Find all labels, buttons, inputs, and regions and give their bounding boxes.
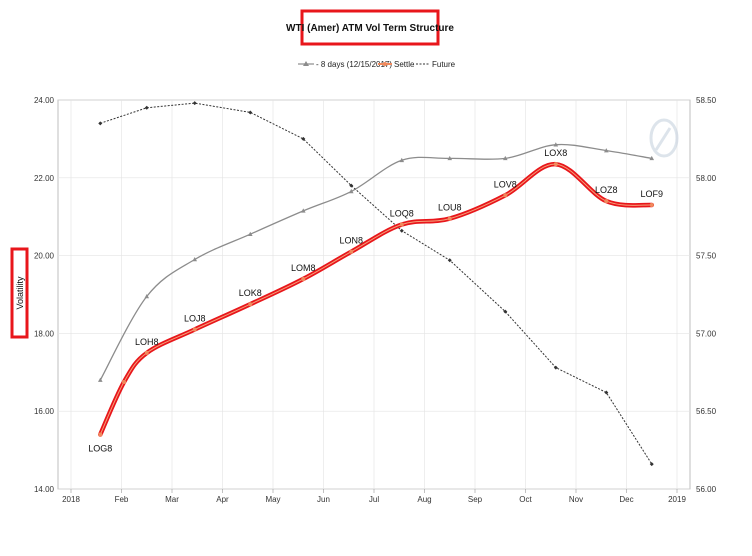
contract-label: LOJ8 — [184, 314, 206, 324]
future-point — [248, 110, 253, 115]
future-point — [301, 136, 306, 141]
prior-vol-point — [399, 157, 405, 163]
settle-point — [399, 222, 404, 227]
settle-point — [98, 432, 103, 437]
contract-label: LOV8 — [494, 179, 517, 189]
prior-vol-point — [447, 155, 453, 161]
settle-point — [349, 249, 354, 254]
contract-label: LOG8 — [88, 444, 112, 454]
prior-vol-point — [503, 155, 508, 161]
prior-vol-point — [144, 293, 150, 299]
y2-tick-label: 58.00 — [696, 174, 717, 183]
chart-title: WTI (Amer) ATM Vol Term Structure — [286, 23, 454, 34]
settle-point — [144, 350, 149, 355]
settle-point — [192, 327, 197, 332]
x-tick-label: Dec — [619, 495, 633, 504]
contract-label: LOH8 — [135, 337, 159, 347]
prior-vol-point — [192, 256, 198, 262]
y-tick-label: 24.00 — [34, 96, 55, 105]
future-point — [144, 105, 149, 110]
x-tick-label: Oct — [519, 495, 532, 504]
prior-vol-point — [604, 148, 609, 153]
y-tick-label: 14.00 — [34, 485, 55, 494]
legend: - 8 days (12/15/2017) Settle Future — [298, 60, 456, 69]
future-point — [98, 121, 103, 126]
contract-label: LOM8 — [291, 263, 316, 273]
title-highlight-box — [300, 9, 440, 46]
future-point — [649, 462, 654, 467]
x-tick-label: Jul — [369, 495, 379, 504]
settle-point — [248, 302, 253, 307]
legend-label-series-3: Future — [432, 60, 456, 69]
prior-vol-point — [553, 142, 559, 147]
future-point — [192, 101, 197, 106]
settle-point — [122, 380, 127, 385]
contract-label: LON8 — [340, 236, 364, 246]
y2-tick-label: 57.50 — [696, 252, 717, 261]
series-line-prior — [99, 143, 652, 381]
legend-label-series-2: Settle — [394, 60, 415, 69]
contract-label: LOX8 — [544, 148, 567, 158]
settle-point — [503, 193, 508, 198]
settle-point — [447, 216, 452, 221]
x-tick-label: Nov — [569, 495, 583, 504]
series — [97, 101, 655, 467]
x-tick-label: Apr — [216, 495, 229, 504]
y2-tick-label: 58.50 — [696, 96, 717, 105]
x-tick-label: 2019 — [668, 495, 686, 504]
prior-vol-point — [301, 208, 306, 213]
y-tick-label: 22.00 — [34, 174, 55, 183]
y-tick-label: 20.00 — [34, 252, 55, 261]
future-point — [399, 228, 404, 233]
ylabel-highlight-box — [10, 247, 29, 339]
x-tick-label: 2018 — [62, 495, 80, 504]
y-tick-label: 18.00 — [34, 329, 55, 338]
prior-vol-point — [97, 377, 103, 382]
contract-label: LOK8 — [239, 288, 262, 298]
x-tick-label: Sep — [468, 495, 483, 504]
y-axis-label: Volatility — [15, 276, 25, 310]
axes: 2018 Feb Mar Apr May Jun Jul Aug Sep Oct Nov Dec 201… — [34, 96, 717, 504]
prior-vol-point — [348, 188, 354, 194]
x-tick-label: Feb — [115, 495, 129, 504]
y2-tick-label: 56.00 — [696, 485, 717, 494]
future-point — [604, 390, 609, 395]
point-labels: LOG8 LOH8 LOJ8 LOK8 LOM8 LON8 LOQ8 LOU8 LOV8 LOX8… — [88, 148, 663, 453]
prior-vol-point — [247, 231, 253, 237]
x-tick-label: Mar — [165, 495, 179, 504]
contract-label: LOQ8 — [390, 208, 414, 218]
future-point — [349, 183, 354, 188]
future-point — [553, 365, 558, 370]
x-tick-label: Aug — [417, 495, 431, 504]
future-point — [503, 309, 508, 314]
prior-vol-point — [649, 155, 655, 161]
settle-point — [301, 276, 306, 281]
y2-tick-label: 57.00 — [696, 329, 717, 338]
future-point — [447, 258, 452, 263]
contract-label: LOZ8 — [595, 185, 618, 195]
y2-tick-label: 56.50 — [696, 407, 717, 416]
settle-point — [649, 203, 654, 208]
contract-label: LOF9 — [640, 189, 663, 199]
x-tick-label: May — [265, 495, 280, 504]
series-line-future — [100, 102, 653, 465]
watermark-logo-icon — [649, 118, 679, 158]
contract-label: LOU8 — [438, 203, 462, 213]
settle-point — [553, 162, 558, 167]
y-tick-label: 16.00 — [34, 407, 55, 416]
settle-point — [604, 199, 609, 204]
x-tick-label: Jun — [317, 495, 330, 504]
legend-label-series-1: - 8 days (12/15/2017) — [316, 60, 392, 69]
